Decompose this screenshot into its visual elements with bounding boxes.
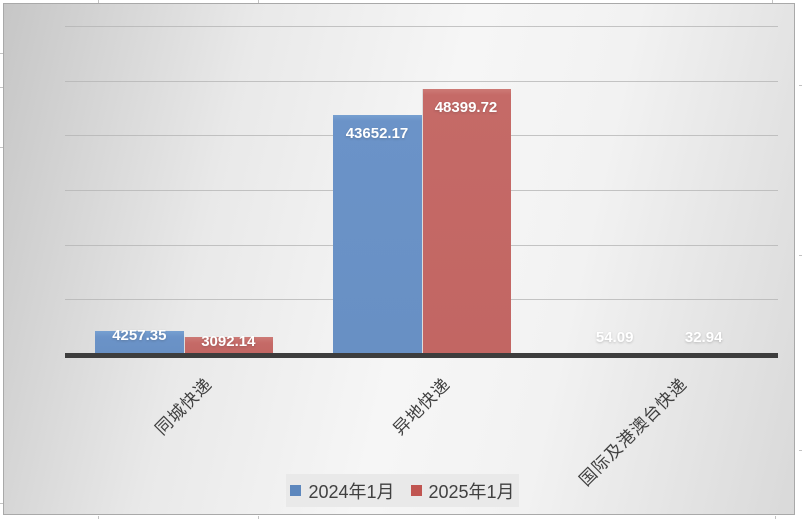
legend-item-2025[interactable]: 2025年1月 — [410, 478, 515, 504]
legend-label: 2025年1月 — [428, 481, 515, 502]
x-axis-category-label: 异地快递 — [389, 374, 454, 439]
spreadsheet-gridline-stub — [775, 516, 776, 519]
spreadsheet-gridline-stub — [0, 147, 3, 148]
chart-legend[interactable]: 2024年1月 2025年1月 — [286, 474, 519, 507]
bar-2025年1月-异地快递[interactable] — [421, 89, 511, 354]
bar-chart[interactable]: 4257.35 3092.14 同城快递 43652.17 48399.72 异地快递 54… — [3, 3, 795, 515]
data-label: 48399.72 — [434, 99, 498, 117]
bar-2025年1月-同城快递[interactable] — [183, 337, 273, 354]
spreadsheet-gridline-stub — [799, 450, 802, 451]
spreadsheet-gridline-stub — [799, 85, 802, 86]
legend-item-2024[interactable]: 2024年1月 — [290, 478, 395, 504]
spreadsheet-gridline-stub — [258, 0, 259, 3]
bar-2024年1月-异地快递[interactable] — [332, 115, 422, 354]
x-axis-category-label: 同城快递 — [151, 374, 216, 439]
legend-label: 2024年1月 — [308, 481, 395, 502]
major-gridline — [65, 26, 778, 27]
data-label: 54.09 — [595, 328, 634, 346]
spreadsheet-gridline-stub — [799, 255, 802, 256]
spreadsheet-gridline-stub — [98, 0, 99, 3]
spreadsheet-gridline-stub — [258, 516, 259, 519]
x-axis-line — [65, 353, 778, 358]
spreadsheet-gridline-stub — [0, 503, 3, 504]
spreadsheet-gridline-stub — [772, 0, 773, 3]
spreadsheet-gridline-stub — [98, 516, 99, 519]
data-label: 32.94 — [684, 328, 723, 346]
major-gridline — [65, 80, 778, 82]
legend-swatch-red-icon — [410, 485, 422, 496]
data-label: 3092.14 — [201, 333, 256, 351]
spreadsheet-gridline-stub — [0, 87, 3, 88]
data-label: 43652.17 — [345, 125, 409, 143]
data-label: 4257.35 — [112, 326, 167, 344]
legend-swatch-blue-icon — [290, 485, 302, 496]
spreadsheet-gridline-stub — [0, 53, 3, 54]
x-axis-category-label: 国际及港澳台快递 — [575, 374, 692, 490]
bar-2024年1月-同城快递[interactable] — [94, 330, 184, 354]
